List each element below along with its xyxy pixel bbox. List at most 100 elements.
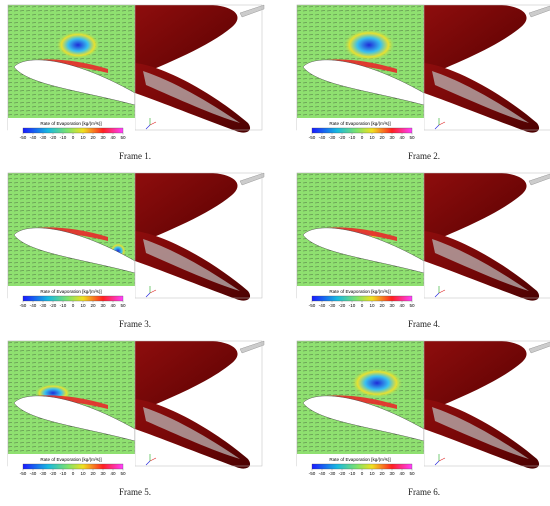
colorbar	[22, 295, 124, 302]
colorbar-tick-label: -50	[20, 303, 27, 308]
colorbar-tick-label: 50	[409, 471, 415, 476]
colorbar-tick-label: 0	[361, 135, 364, 140]
colorbar-tick-label: 0	[361, 303, 364, 308]
colorbar-tick-label: 50	[120, 471, 126, 476]
frame-caption: Frame 5.	[119, 487, 151, 497]
colorbar-tick-label: 10	[369, 471, 375, 476]
colorbar-tick-label: 30	[389, 471, 395, 476]
fuselage-tip	[239, 340, 265, 354]
colorbar-tick-label: 40	[110, 135, 116, 140]
colorbar	[22, 127, 124, 134]
axis-z	[434, 460, 440, 466]
axis-z	[434, 124, 440, 130]
ice-pattern	[432, 71, 529, 123]
colorbar-tick-label: 10	[80, 135, 86, 140]
colorbar-tick-label: -50	[309, 471, 316, 476]
colorbar-tick-label: 50	[120, 303, 126, 308]
colorbar-tick-label: 20	[90, 135, 96, 140]
colorbar-label: Rate of Evaporation [kg/(m³s)]	[329, 457, 390, 462]
axis-z	[145, 292, 151, 298]
evaporation-zone	[343, 29, 395, 61]
axis-x	[149, 289, 157, 294]
colorbar-tick-label: -30	[40, 471, 47, 476]
colorbar-tick-label: -10	[349, 303, 356, 308]
panel-frame	[423, 4, 550, 131]
colorbar-tick-label: -50	[309, 135, 316, 140]
colorbar-tick-label: -20	[50, 303, 57, 308]
ice-pattern	[432, 239, 529, 291]
colorbar-tick-label: -20	[50, 135, 57, 140]
colorbar	[311, 127, 413, 134]
colorbar	[311, 463, 413, 470]
fuselage-tip	[528, 173, 550, 186]
colorbar-tick-label: 30	[389, 135, 395, 140]
axis-z	[145, 124, 151, 130]
colorbar-tick-label: 40	[399, 471, 405, 476]
colorbar-tick-label: -10	[349, 471, 356, 476]
colorbar-tick-label: 30	[100, 303, 106, 308]
panel-frame	[134, 4, 263, 131]
frame-caption: Frame 6.	[408, 487, 440, 497]
colorbar-tick-label: 50	[120, 135, 126, 140]
colorbar-tick-label: 40	[399, 135, 405, 140]
colorbar-tick-label: -30	[40, 135, 47, 140]
colorbar-tick-label: -40	[30, 471, 37, 476]
colorbar-tick-label: -40	[30, 303, 37, 308]
colorbar-tick-label: -10	[60, 303, 67, 308]
colorbar-tick-label: -30	[329, 303, 336, 308]
colorbar-tick-label: 20	[379, 471, 385, 476]
colorbar-tick-label: -50	[20, 471, 27, 476]
frame: Rate of Evaporation [kg/(m³s)]-50 -40 -30-…	[296, 340, 550, 497]
panel-frame	[134, 340, 263, 467]
colorbar-tick-label: -20	[50, 471, 57, 476]
upper-wing	[424, 173, 527, 245]
axis-x	[438, 121, 446, 126]
fuselage-tip	[239, 4, 265, 18]
colorbar-tick-label: 0	[72, 471, 75, 476]
colorbar-tick-label: 10	[80, 471, 86, 476]
colorbar-tick-label: -40	[30, 135, 37, 140]
ice-pattern	[143, 239, 240, 291]
upper-wing	[135, 5, 238, 77]
fuselage-tip	[528, 5, 550, 18]
frame-caption: Frame 3.	[119, 319, 151, 329]
frame: Rate of Evaporation [kg/(m³s)]-50 -40 -30-…	[296, 4, 550, 161]
colorbar-tick-label: -30	[40, 303, 47, 308]
panel-frame	[423, 340, 550, 467]
upper-wing	[135, 341, 238, 413]
frame-caption: Frame 4.	[408, 319, 440, 329]
colorbar-tick-label: 50	[409, 135, 415, 140]
colorbar-tick-label: 30	[389, 303, 395, 308]
upper-wing	[424, 5, 527, 77]
colorbar-label: Rate of Evaporation [kg/(m³s)]	[329, 121, 390, 126]
colorbar-tick-label: 40	[110, 303, 116, 308]
panel-frame	[134, 172, 263, 299]
colorbar-label: Rate of Evaporation [kg/(m³s)]	[40, 121, 101, 126]
axis-x	[438, 457, 446, 462]
axis-z	[145, 460, 151, 466]
colorbar-tick-label: 50	[409, 303, 415, 308]
colorbar-tick-label: 20	[90, 471, 96, 476]
colorbar-tick-label: -10	[349, 135, 356, 140]
frame: Rate of Evaporation [kg/(m³s)]-50 -40 -30-…	[7, 172, 265, 329]
axis-x	[149, 457, 157, 462]
ice-pattern	[143, 71, 240, 123]
colorbar-label: Rate of Evaporation [kg/(m³s)]	[40, 457, 101, 462]
evaporation-zone	[56, 31, 100, 59]
colorbar-tick-label: 10	[369, 135, 375, 140]
colorbar-tick-label: 40	[110, 471, 116, 476]
colorbar-tick-label: -10	[60, 471, 67, 476]
colorbar-tick-label: -50	[20, 135, 27, 140]
evaporation-zone	[351, 368, 403, 398]
colorbar-tick-label: 20	[90, 303, 96, 308]
colorbar-tick-label: 30	[100, 471, 106, 476]
upper-wing	[135, 173, 238, 245]
colorbar-tick-label: 20	[379, 135, 385, 140]
axis-x	[438, 289, 446, 294]
ice-pattern	[432, 407, 529, 459]
fuselage-tip	[528, 341, 550, 354]
colorbar-tick-label: 10	[369, 303, 375, 308]
colorbar-tick-label: -20	[339, 471, 346, 476]
frame: Rate of Evaporation [kg/(m³s)] -50 -40 -30-…	[7, 4, 265, 161]
